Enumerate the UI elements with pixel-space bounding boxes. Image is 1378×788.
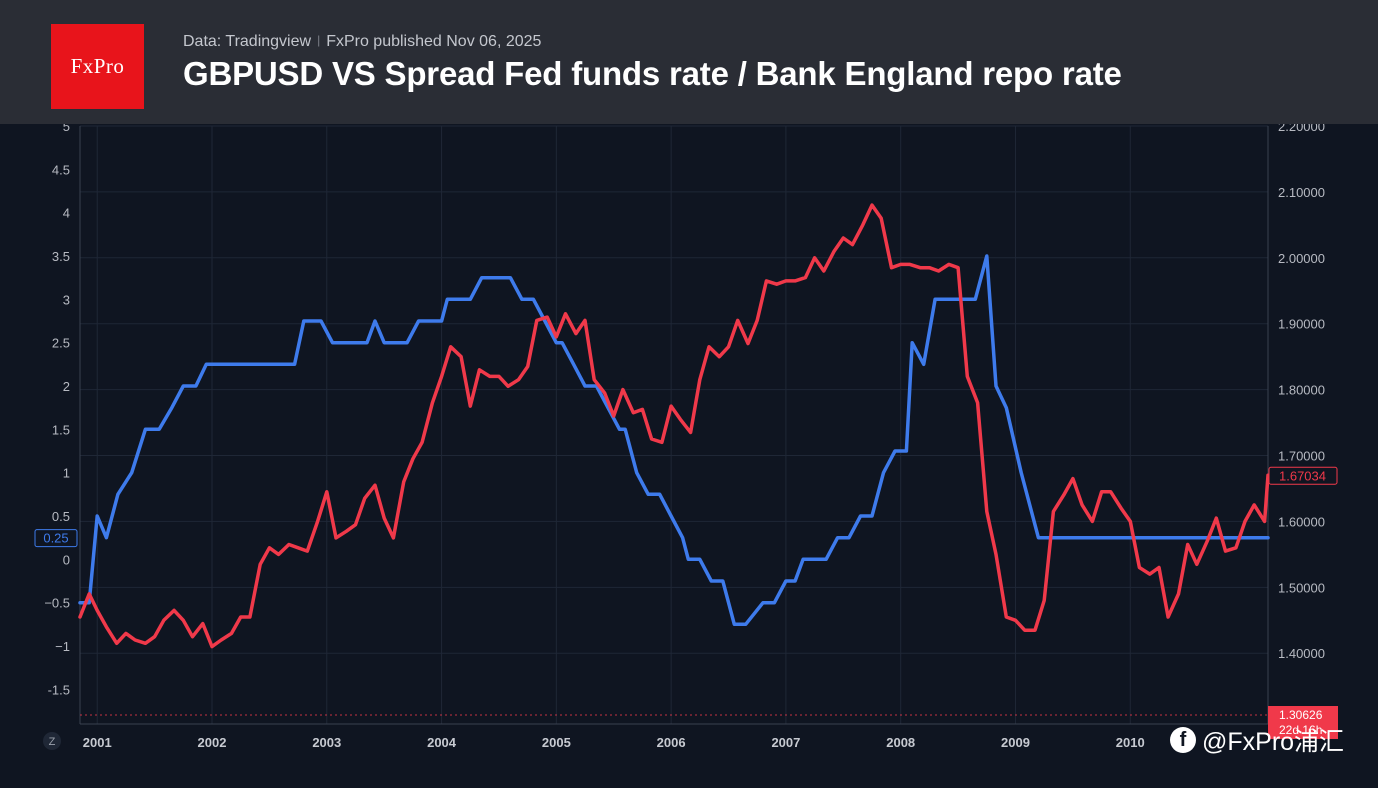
right-tick-label: 1.80000: [1278, 383, 1325, 398]
price-tag-box: [1268, 705, 1338, 739]
price-tag-label: 1.30626: [1279, 708, 1323, 722]
left-tick-label: 5: [63, 119, 70, 134]
left-tick-label: -1.5: [48, 682, 70, 697]
scale-mode-label: Z: [49, 736, 56, 748]
data-source: Data: Tradingview: [183, 33, 312, 50]
left-tick-label: 3.5: [52, 249, 70, 264]
left-tick-label: −1: [55, 639, 70, 654]
countdown-label: 22d 16h: [1279, 723, 1322, 737]
x-tick-label: 2007: [771, 735, 800, 750]
right-tick-label: 1.40000: [1278, 646, 1325, 661]
grid-lines: [80, 125, 1268, 724]
scale-mode-button: [43, 732, 61, 750]
watermark-text: @FxPro浦汇: [1202, 728, 1345, 756]
right-tick-label: 2.00000: [1278, 251, 1325, 266]
facebook-icon: f: [1170, 727, 1196, 753]
watermark: f @FxPro浦汇: [1170, 724, 1344, 756]
rate-spread-line: [78, 254, 1270, 627]
left-last-value-label: 0.25: [43, 531, 68, 546]
left-tick-label: 2: [63, 379, 70, 394]
x-tick-label: 2010: [1116, 735, 1145, 750]
header-bar: FxPro Data: Tradingview | FxPro published …: [0, 0, 1378, 124]
left-tick-label: 0.5: [52, 509, 70, 524]
right-tick-label: 1.70000: [1278, 449, 1325, 464]
left-tick-label: 3: [63, 292, 70, 307]
gbpusd-line: [78, 203, 1270, 649]
published-date: FxPro published Nov 06, 2025: [326, 33, 542, 50]
right-tick-label: 1.90000: [1278, 317, 1325, 332]
right-last-value-label: 1.67034: [1279, 468, 1326, 483]
source-line: Data: Tradingview | FxPro published Nov 06…: [183, 33, 541, 51]
left-tick-label: 1: [63, 466, 70, 481]
x-tick-label: 2005: [542, 735, 571, 750]
x-tick-label: 2009: [1001, 735, 1030, 750]
separator: |: [317, 33, 321, 47]
right-tick-label: 1.50000: [1278, 580, 1325, 595]
x-tick-label: 2002: [198, 735, 227, 750]
right-tick-label: 1.60000: [1278, 514, 1325, 529]
x-tick-label: 2001: [83, 735, 112, 750]
chart-title: GBPUSD VS Spread Fed funds rate / Bank E…: [183, 55, 1122, 92]
left-last-value-box: [34, 529, 78, 548]
left-tick-label: 4.5: [52, 162, 70, 177]
left-tick-label: 4: [63, 206, 70, 221]
x-tick-label: 2004: [427, 735, 457, 750]
x-tick-label: 2006: [657, 735, 686, 750]
left-tick-label: 2.5: [52, 336, 70, 351]
x-tick-label: 2008: [886, 735, 915, 750]
left-tick-label: 1.5: [52, 422, 70, 437]
right-tick-label: 2.10000: [1278, 185, 1325, 200]
right-last-value-box: [1268, 466, 1338, 485]
left-tick-label: 0: [63, 552, 70, 567]
fxpro-logo: FxPro: [51, 24, 144, 109]
x-tick-label: 2003: [312, 735, 341, 750]
left-tick-label: −0.5: [44, 596, 70, 611]
